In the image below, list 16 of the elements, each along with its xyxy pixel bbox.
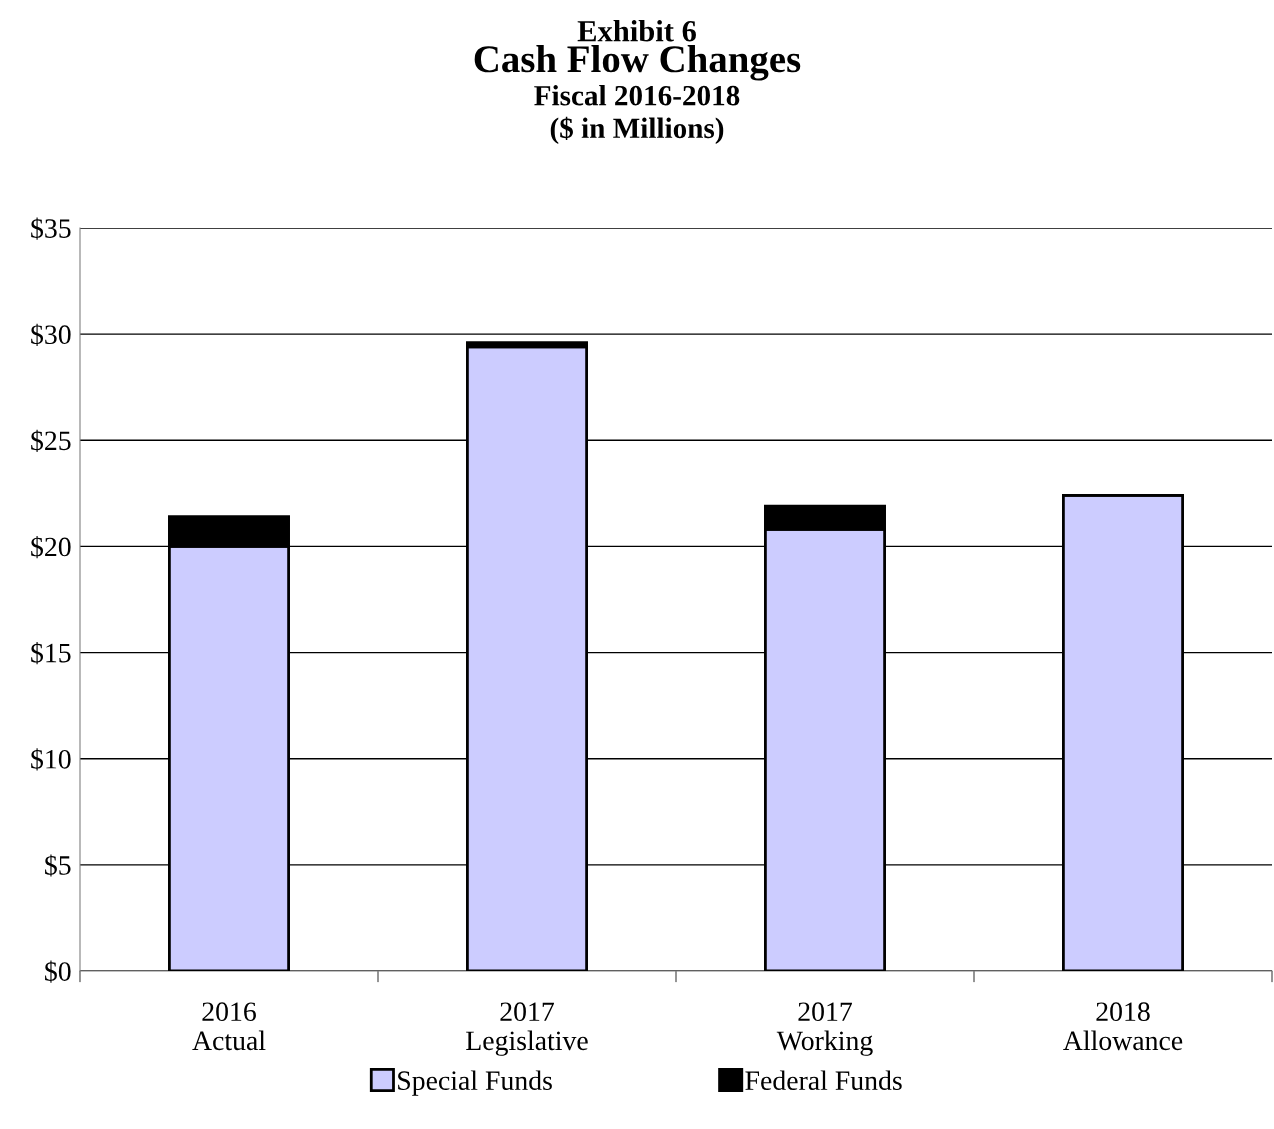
x-tick-label: 2017 Working [776, 1002, 873, 1056]
y-tick-label: $15 [31, 642, 71, 665]
y-tick-label: $5 [45, 854, 71, 877]
legend-label: Special Funds [398, 1070, 552, 1096]
x-tick-label: 2018 Allowance [1063, 1002, 1183, 1051]
y-tick-label: $10 [31, 748, 71, 771]
y-tick-label: $25 [31, 429, 71, 453]
chart-title: Exhibit 6 [577, 20, 696, 42]
y-tick-label: $0 [45, 960, 71, 983]
y-tick-label: $30 [31, 323, 71, 346]
x-tick-label: 2016 Actual [192, 1002, 266, 1051]
y-tick-label: $20 [31, 535, 71, 559]
y-tick-label: $35 [31, 217, 71, 240]
legend-label: Federal Funds [745, 1070, 902, 1091]
chart-subtitle: Cash Flow Changes Fiscal 2016-2018 ($ in Millions) [474, 45, 801, 145]
x-tick-label: 2017 Legislative [466, 1002, 588, 1056]
